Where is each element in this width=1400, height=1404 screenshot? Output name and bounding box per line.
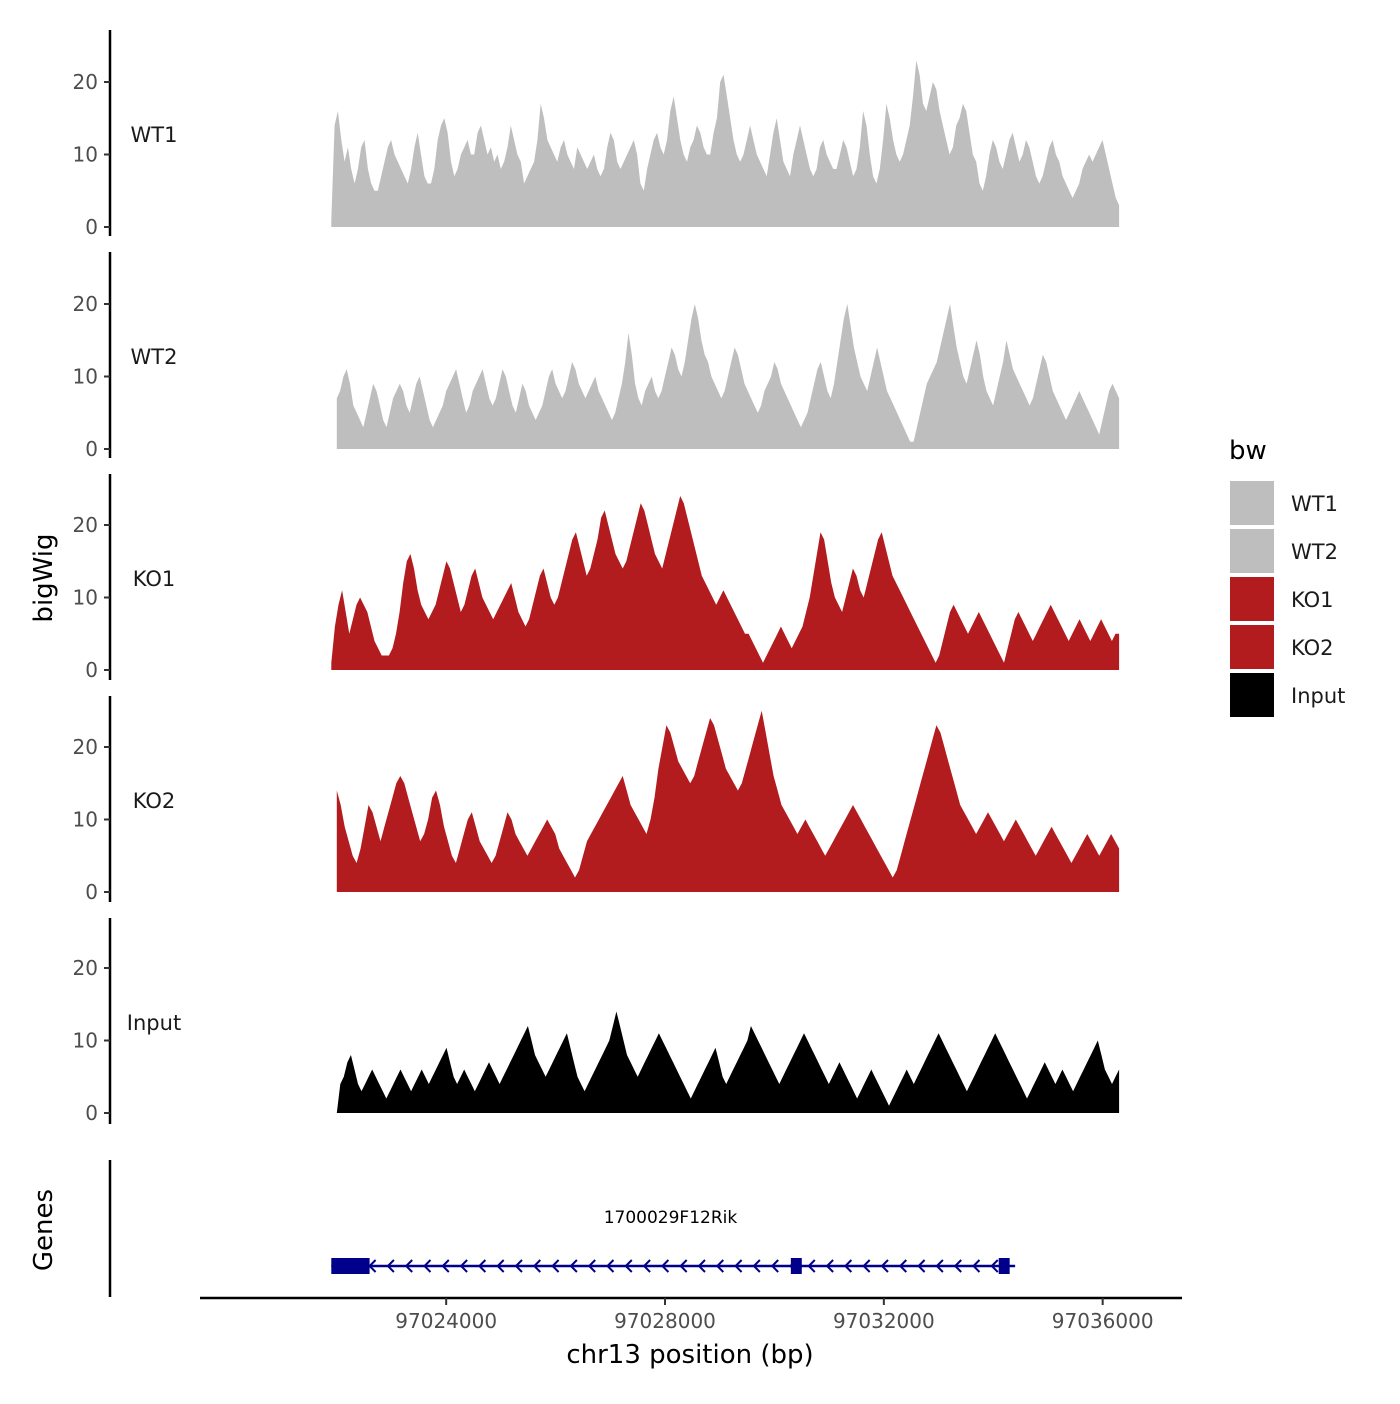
strand-arrow xyxy=(514,1259,523,1273)
legend-item-ko1: KO1 xyxy=(1228,575,1334,623)
y-tick-label: 10 xyxy=(73,586,98,610)
legend-swatch xyxy=(1228,527,1276,575)
strand-arrow xyxy=(917,1259,926,1273)
legend-label: Input xyxy=(1291,684,1345,708)
strand-arrow xyxy=(972,1259,981,1273)
track-ko1: 0 10 20 KO1 xyxy=(73,474,1120,682)
track-label: KO2 xyxy=(133,789,176,813)
coverage-area-input xyxy=(336,1011,1120,1113)
legend-label: WT2 xyxy=(1291,540,1338,564)
legend-swatch xyxy=(1228,623,1276,671)
x-axis-title: chr13 position (bp) xyxy=(566,1340,813,1370)
strand-arrow xyxy=(368,1259,377,1273)
legend-label: KO1 xyxy=(1291,588,1334,612)
x-tick-label: 97024000 xyxy=(395,1309,497,1333)
strand-arrow xyxy=(679,1259,688,1273)
legend-item-input: Input xyxy=(1228,671,1345,719)
y-tick-label: 10 xyxy=(73,143,98,167)
strand-arrow xyxy=(825,1259,834,1273)
strand-arrow xyxy=(660,1259,670,1273)
strand-arrow xyxy=(697,1259,706,1273)
legend-swatch xyxy=(1228,575,1276,623)
strand-arrow xyxy=(569,1259,578,1273)
legend-item-wt2: WT2 xyxy=(1228,527,1338,575)
y-tick-label: 0 xyxy=(85,1101,98,1125)
genes-track-title: Genes xyxy=(29,1189,59,1271)
track-wt2: 0 10 20 WT2 xyxy=(73,252,1120,461)
legend-title: bw xyxy=(1229,436,1267,466)
strand-arrow xyxy=(587,1259,596,1273)
legend-swatch xyxy=(1228,671,1276,719)
y-tick-label: 0 xyxy=(85,215,98,239)
strand-arrow xyxy=(715,1259,725,1273)
x-tick-label: 97028000 xyxy=(614,1309,716,1333)
track-label: Input xyxy=(127,1011,181,1035)
y-tick-label: 20 xyxy=(73,735,98,759)
strand-arrow xyxy=(752,1259,761,1273)
strand-arrow xyxy=(551,1259,560,1273)
track-label: WT2 xyxy=(131,345,178,369)
legend-item-wt1: WT1 xyxy=(1228,479,1338,527)
legend-label: WT1 xyxy=(1291,492,1338,516)
y-tick-label: 0 xyxy=(85,437,98,461)
coverage-area-wt1 xyxy=(331,60,1120,227)
track-ko2: 0 10 20 KO2 xyxy=(73,696,1120,904)
genes-layer: Genes 1700029F12Rik xyxy=(29,1160,1016,1297)
x-tick-label: 97036000 xyxy=(1052,1309,1154,1333)
gene-name-label: 1700029F12Rik xyxy=(604,1208,738,1228)
strand-arrow xyxy=(862,1259,871,1273)
gene-exon xyxy=(331,1258,370,1274)
strand-arrow xyxy=(953,1259,962,1273)
strand-arrow xyxy=(898,1259,908,1273)
strand-arrow xyxy=(642,1259,651,1273)
strand-arrow xyxy=(404,1259,413,1273)
strand-arrow xyxy=(807,1259,816,1273)
coverage-area-wt2 xyxy=(336,304,1120,449)
strand-arrow xyxy=(441,1259,450,1273)
y-tick-label: 10 xyxy=(73,808,98,832)
gene-exon xyxy=(998,1258,1010,1274)
y-tick-label: 20 xyxy=(73,292,98,316)
strand-arrow xyxy=(477,1259,487,1273)
y-tick-label: 20 xyxy=(73,956,98,980)
strand-arrow xyxy=(843,1259,853,1273)
strand-arrow xyxy=(606,1259,615,1273)
tracks-layer: 0 10 20 WT1 0 10 20 WT2 0 10 20 KO1 0 10 20 KO2 0 10 20 Inp… xyxy=(73,30,1120,1125)
coverage-area-ko1 xyxy=(331,496,1120,670)
legend-item-ko2: KO2 xyxy=(1228,623,1334,671)
strand-arrow xyxy=(532,1259,542,1273)
gene-exon xyxy=(790,1258,802,1274)
coverage-area-ko2 xyxy=(336,710,1120,892)
strand-arrow xyxy=(990,1259,999,1273)
strand-arrow xyxy=(770,1259,779,1273)
legend-label: KO2 xyxy=(1291,636,1334,660)
strand-arrow xyxy=(880,1259,889,1273)
y-tick-label: 10 xyxy=(73,1029,98,1053)
gene-model: 1700029F12Rik xyxy=(331,1208,1016,1274)
track-wt1: 0 10 20 WT1 xyxy=(73,30,1120,239)
strand-arrow xyxy=(624,1259,633,1273)
strand-arrow xyxy=(935,1259,944,1273)
strand-arrow xyxy=(459,1259,468,1273)
y-tick-label: 0 xyxy=(85,658,98,682)
y-tick-label: 0 xyxy=(85,880,98,904)
legend: bw WT1 WT2 KO1 KO2 Input xyxy=(1228,436,1345,719)
y-axis-title: bigWig xyxy=(29,533,59,622)
y-tick-label: 20 xyxy=(73,70,98,94)
track-input: 0 10 20 Input xyxy=(73,918,1120,1125)
y-tick-label: 20 xyxy=(73,513,98,537)
x-axis: 97024000 97028000 97032000 97036000 xyxy=(200,1296,1182,1333)
strand-arrow xyxy=(423,1259,432,1273)
track-label: WT1 xyxy=(131,123,178,147)
strand-arrow xyxy=(386,1259,395,1273)
y-tick-label: 10 xyxy=(73,365,98,389)
legend-swatch xyxy=(1228,479,1276,527)
strand-arrow xyxy=(496,1259,505,1273)
strand-arrow xyxy=(734,1259,743,1273)
track-label: KO1 xyxy=(133,567,176,591)
x-tick-label: 97032000 xyxy=(833,1309,935,1333)
